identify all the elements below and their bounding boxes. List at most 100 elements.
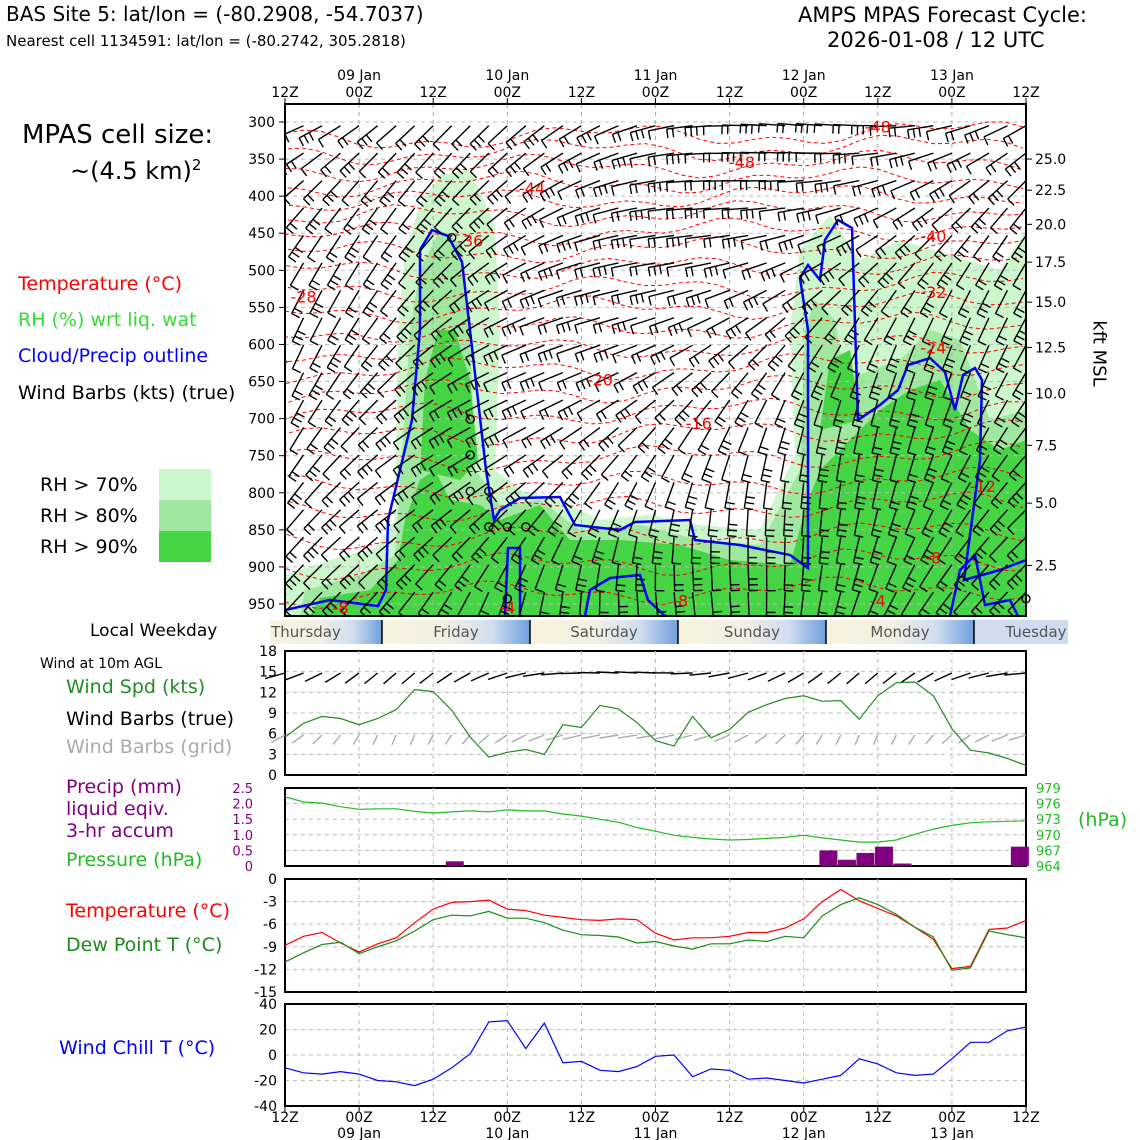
wind-barb-staff [934,234,953,256]
wind-barb-flag [976,312,986,319]
wind-barb [538,399,564,420]
wind-barb-staff [538,344,564,355]
wind-barb [411,481,434,505]
wind-barb-flag [520,247,526,256]
grid-wind-barb [494,734,508,744]
wind-barb [977,372,992,401]
wind-barb [629,125,656,142]
wind-barb [380,262,397,290]
wind-barb [871,454,884,483]
wind-barb-staff [852,537,860,563]
wind-barb-staff [578,592,583,616]
wind-barb-staff [539,179,564,195]
wind-barb [900,289,916,318]
wind-barb [376,564,397,590]
wind-barb [558,125,582,148]
wind-barb-flag [312,465,321,473]
bottom-time-label: 12Z [864,1110,891,1126]
wind-barb-staff [853,427,860,454]
wind-barb-staff [815,427,823,454]
wind-barb-flag [449,279,457,288]
wind-barb [888,152,916,169]
wind-barb-flag [356,141,364,150]
wind-barb-flag [711,327,717,336]
wind-barb-flag [470,465,477,474]
wind-barb [359,591,379,616]
wind-barb-flag [844,338,853,345]
wind-barb [1009,427,1026,455]
wind-barb [544,481,564,508]
wind-barb-flag [491,166,499,174]
wind-barb-staff [940,454,953,480]
wind-barb [611,317,638,334]
wind-barb-flag [603,184,608,194]
wind-barb-staff [309,317,323,342]
wind-barb [793,399,808,429]
wind-barb-staff [918,591,934,615]
wind-barb [657,427,675,455]
wind-barb-staff [357,454,379,473]
wind-barb-staff [611,152,638,162]
wind-barb-staff [648,234,675,240]
wind-barb-flag [1012,394,1021,401]
wind-barb-staff [853,509,860,536]
wind-barb-staff [926,125,953,133]
wind-barb-staff [465,344,490,359]
wind-barb-flag [428,413,435,422]
wind-barb-staff [600,454,619,476]
wind-barb [894,234,916,260]
wind-barb [1012,344,1026,373]
wind-barb [322,180,342,207]
wind-barb-staff [434,180,453,201]
wind-barb-staff [337,125,360,142]
wind-barb [758,179,786,191]
wind-barb-flag [398,255,407,263]
wind-barb-flag [1007,527,1015,536]
wind-barb-flag [836,583,846,588]
wind-barb [555,262,582,280]
wind-barb-flag [594,383,600,393]
wind-barb-staff [759,179,786,183]
wind-barb [397,289,416,317]
wind-barb-flag [598,186,603,196]
wind-barb-flag [670,523,681,527]
wind-barb-flag [397,309,406,317]
wind-barb-flag [446,439,453,449]
wind-barb-flag [892,440,902,445]
wind-barb [948,180,971,204]
wind-barb [870,509,882,538]
wind-barb [800,592,805,616]
wind-barb [518,591,527,616]
top-date-label: 10 Jan [485,68,529,84]
wind-barb-flag [956,159,962,168]
wind-barb-flag [551,560,560,566]
wind-barb-flag [525,270,531,280]
wind-barb-flag [863,213,869,223]
wind-barb-staff [674,399,694,420]
wind-barb-flag [448,496,455,505]
wind-barb-staff [784,317,805,337]
weekday-band [678,620,826,644]
wind-barb-staff [657,427,675,449]
wind-barb-flag [746,269,752,279]
wind-barb-staff [783,592,786,616]
wind-barb-flag [326,606,334,614]
wind-barb-staff [486,207,508,225]
wind-barb-flag [821,243,827,253]
wind-barb-flag [378,611,386,616]
weekday-label: Tuesday [1004,623,1066,641]
wind-barb-flag [312,307,321,314]
wind-barb [465,344,490,366]
wind-barb-flag [703,268,708,278]
wind-barb-flag [703,238,706,249]
wind-barb-flag [800,507,810,510]
pressure-label: Pressure (hPa) [66,849,203,871]
wind-barb-flag [642,379,649,389]
wind-barb [801,509,811,538]
wind-barb [784,317,805,343]
wind-barb [392,426,416,451]
grid-wind-barb [444,734,453,745]
wind-barb-flag [290,497,299,505]
wind-barb [467,262,490,286]
wind-barb-flag [855,501,865,505]
